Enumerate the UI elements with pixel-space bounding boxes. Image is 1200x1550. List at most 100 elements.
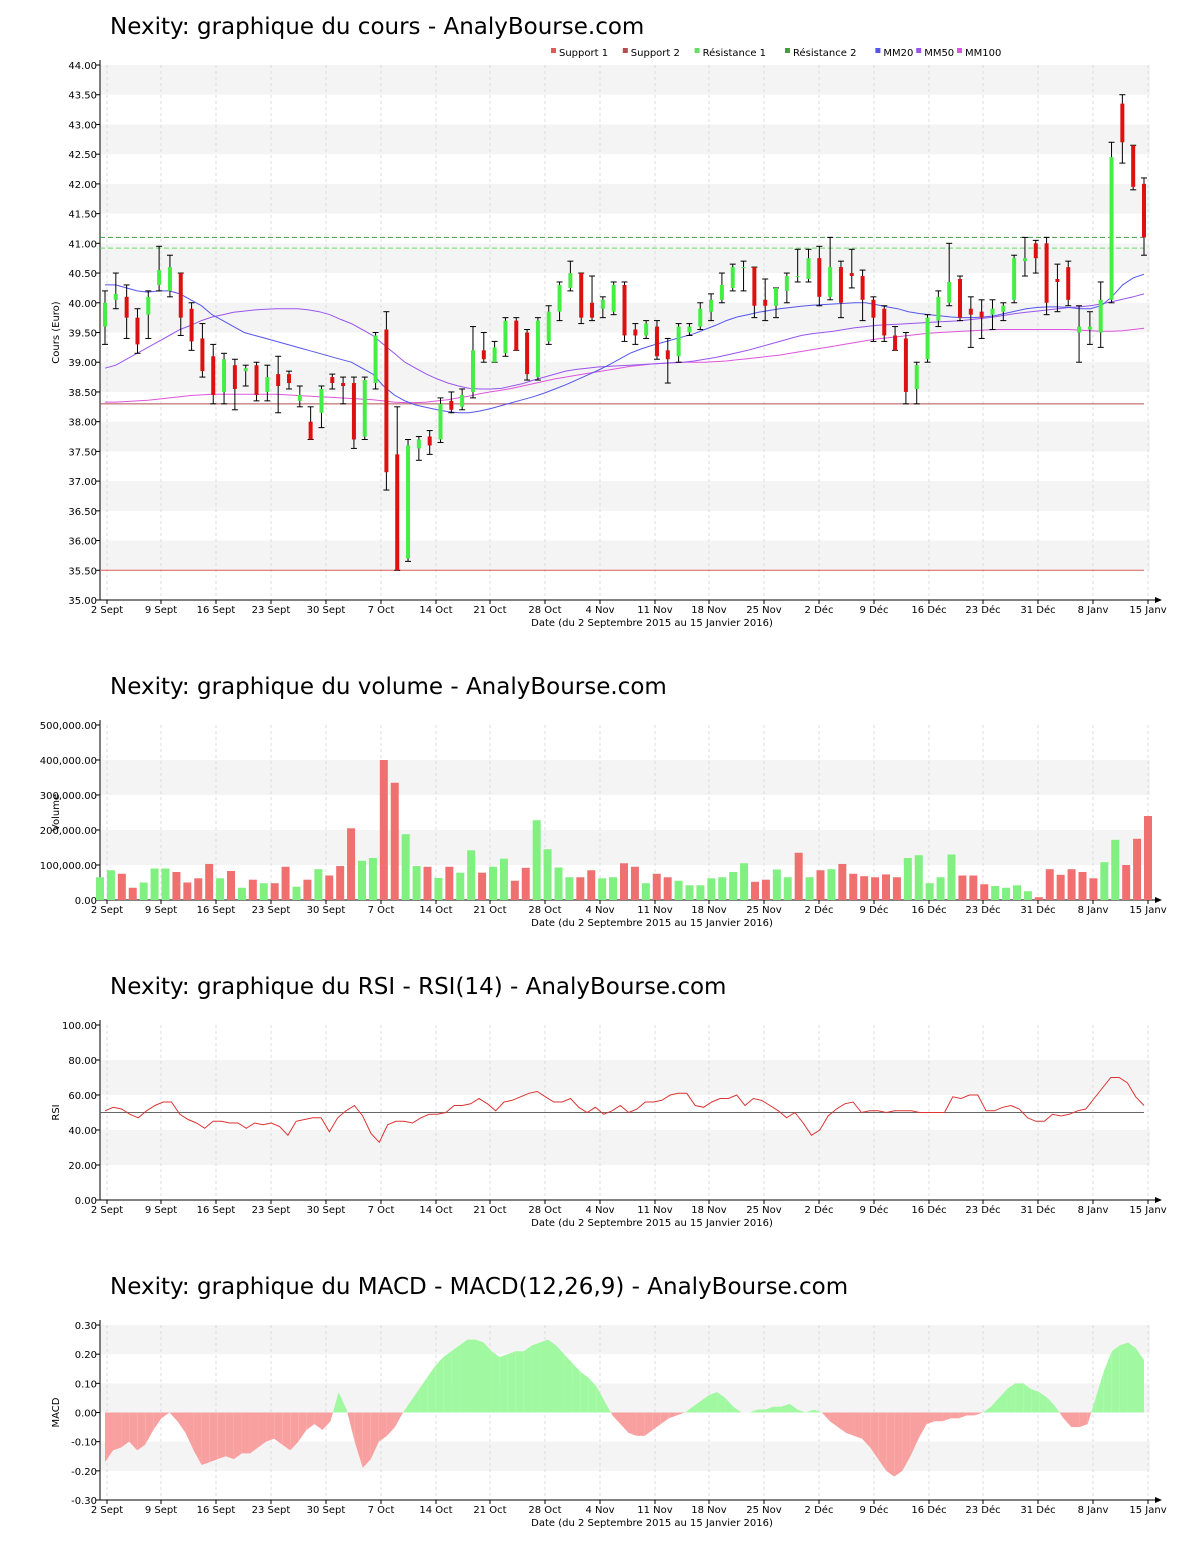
- macd-area-negative: [129, 1412, 138, 1451]
- rsi-xtick-label: 9 Déc: [860, 1204, 889, 1216]
- macd-area-positive: [467, 1339, 476, 1413]
- volume-bar: [510, 880, 519, 900]
- macd-xtick-label: 30 Sept: [307, 1505, 346, 1516]
- candle-body-up: [719, 284, 724, 300]
- macd-area-negative: [241, 1412, 250, 1454]
- macd-xtick-label: 28 Oct: [528, 1505, 561, 1516]
- candle-body-up: [438, 403, 443, 440]
- volume-bar: [587, 870, 596, 900]
- volume-bar: [838, 863, 847, 900]
- macd-area-negative: [193, 1412, 202, 1465]
- candle-body-up: [265, 377, 270, 392]
- macd-area-negative: [298, 1412, 307, 1442]
- macd-area-negative: [177, 1412, 186, 1433]
- volume-bar: [696, 885, 705, 900]
- macd-area-positive: [1039, 1392, 1048, 1413]
- price-xtick-label: 25 Nov: [746, 605, 782, 616]
- legend-label-4: MM20: [883, 48, 913, 59]
- volume-bar: [227, 870, 235, 900]
- rsi-y-axis-label: RSI: [51, 1104, 62, 1120]
- legend-label-2: Résistance 1: [703, 47, 766, 59]
- macd-area-positive: [797, 1409, 806, 1413]
- macd-area-positive: [765, 1406, 774, 1413]
- price-ytick-label: 39.50: [68, 329, 97, 340]
- macd-area-positive: [725, 1397, 734, 1413]
- candle-body-up: [1001, 305, 1006, 312]
- candle-body-down: [330, 377, 335, 384]
- macd-area-positive: [982, 1406, 991, 1413]
- candle-body-up: [709, 299, 714, 312]
- macd-area-positive: [346, 1409, 348, 1413]
- volume-xtick-label: 23 Sept: [252, 905, 291, 916]
- candle-body-down: [286, 374, 291, 384]
- macd-x-axis-label: Date (du 2 Septembre 2015 au 15 Janvier …: [531, 1518, 773, 1529]
- candle-body-down: [633, 329, 638, 336]
- volume-ytick-label: 100,000.00: [40, 861, 97, 872]
- candle-body-down: [817, 258, 822, 297]
- volume-bar: [347, 828, 356, 900]
- price-xtick-label: 23 Sept: [252, 605, 291, 616]
- candle-body-up: [990, 308, 995, 315]
- volume-bar: [1034, 897, 1043, 900]
- volume-bar: [194, 878, 203, 900]
- volume-bar: [565, 877, 574, 900]
- macd-area-negative: [274, 1412, 283, 1445]
- macd-area-positive: [1127, 1342, 1136, 1413]
- candle-body-down: [893, 335, 898, 351]
- macd-xtick-label: 11 Nov: [637, 1505, 673, 1516]
- macd-area-positive: [507, 1351, 516, 1413]
- legend-swatch-1: [622, 48, 628, 53]
- volume-bar: [139, 882, 148, 900]
- candle-body-up: [416, 439, 421, 449]
- macd-area-positive: [435, 1357, 444, 1413]
- price-ytick-label: 35.50: [68, 566, 97, 577]
- price-x-axis-label: Date (du 2 Septembre 2015 au 15 Janvier …: [531, 618, 773, 629]
- candle-body-up: [1109, 157, 1114, 300]
- volume-bar: [1013, 885, 1021, 900]
- macd-xtick-label: 14 Oct: [419, 1505, 452, 1516]
- rsi-grid-band: [100, 1130, 1150, 1165]
- candle-body-up: [319, 388, 324, 413]
- price-ytick-label: 35.00: [68, 596, 97, 607]
- macd-area-negative: [628, 1412, 637, 1436]
- candle-body-down: [752, 267, 757, 306]
- volume-bar: [161, 868, 170, 900]
- volume-bar: [106, 870, 115, 900]
- volume-xtick-label: 14 Oct: [419, 905, 452, 916]
- price-ytick-label: 38.00: [68, 418, 97, 429]
- candle-body-down: [481, 350, 486, 360]
- price-ytick-label: 37.00: [68, 477, 97, 488]
- rsi-x-axis-label: Date (du 2 Septembre 2015 au 15 Janvier …: [531, 1218, 773, 1229]
- rsi-line: [104, 1077, 1145, 1144]
- volume-bar: [816, 870, 825, 900]
- volume-bar: [903, 858, 912, 900]
- macd-area-positive: [556, 1345, 565, 1413]
- macd-area-negative: [1071, 1412, 1080, 1428]
- price-xtick-label: 30 Sept: [307, 605, 346, 616]
- volume-bar: [947, 854, 956, 900]
- volume-bar: [314, 869, 323, 900]
- macd-area-positive: [990, 1397, 1000, 1413]
- macd-area-positive: [717, 1392, 726, 1413]
- macd-xtick-label: 16 Déc: [911, 1504, 946, 1516]
- macd-area-positive: [1023, 1383, 1032, 1413]
- legend-label-3: Résistance 2: [793, 47, 856, 59]
- volume-bar: [751, 881, 759, 900]
- macd-area-positive: [451, 1345, 460, 1413]
- candle-body-up: [795, 276, 800, 278]
- price-grid-band: [100, 540, 1150, 571]
- price-grid-band: [100, 65, 1150, 95]
- macd-area-negative: [878, 1412, 887, 1471]
- macd-area-negative: [644, 1412, 653, 1436]
- volume-bar: [1056, 874, 1065, 900]
- volume-bar: [641, 883, 650, 900]
- macd-area-negative: [845, 1412, 855, 1436]
- volume-bar: [805, 877, 814, 900]
- volume-bar: [914, 855, 923, 900]
- volume-bar: [882, 874, 890, 900]
- volume-bar: [96, 877, 104, 900]
- volume-bar: [128, 887, 137, 900]
- candle-body-down: [665, 350, 670, 360]
- rsi-xtick-label: 2 Sept: [91, 1205, 123, 1216]
- volume-bar: [150, 868, 159, 900]
